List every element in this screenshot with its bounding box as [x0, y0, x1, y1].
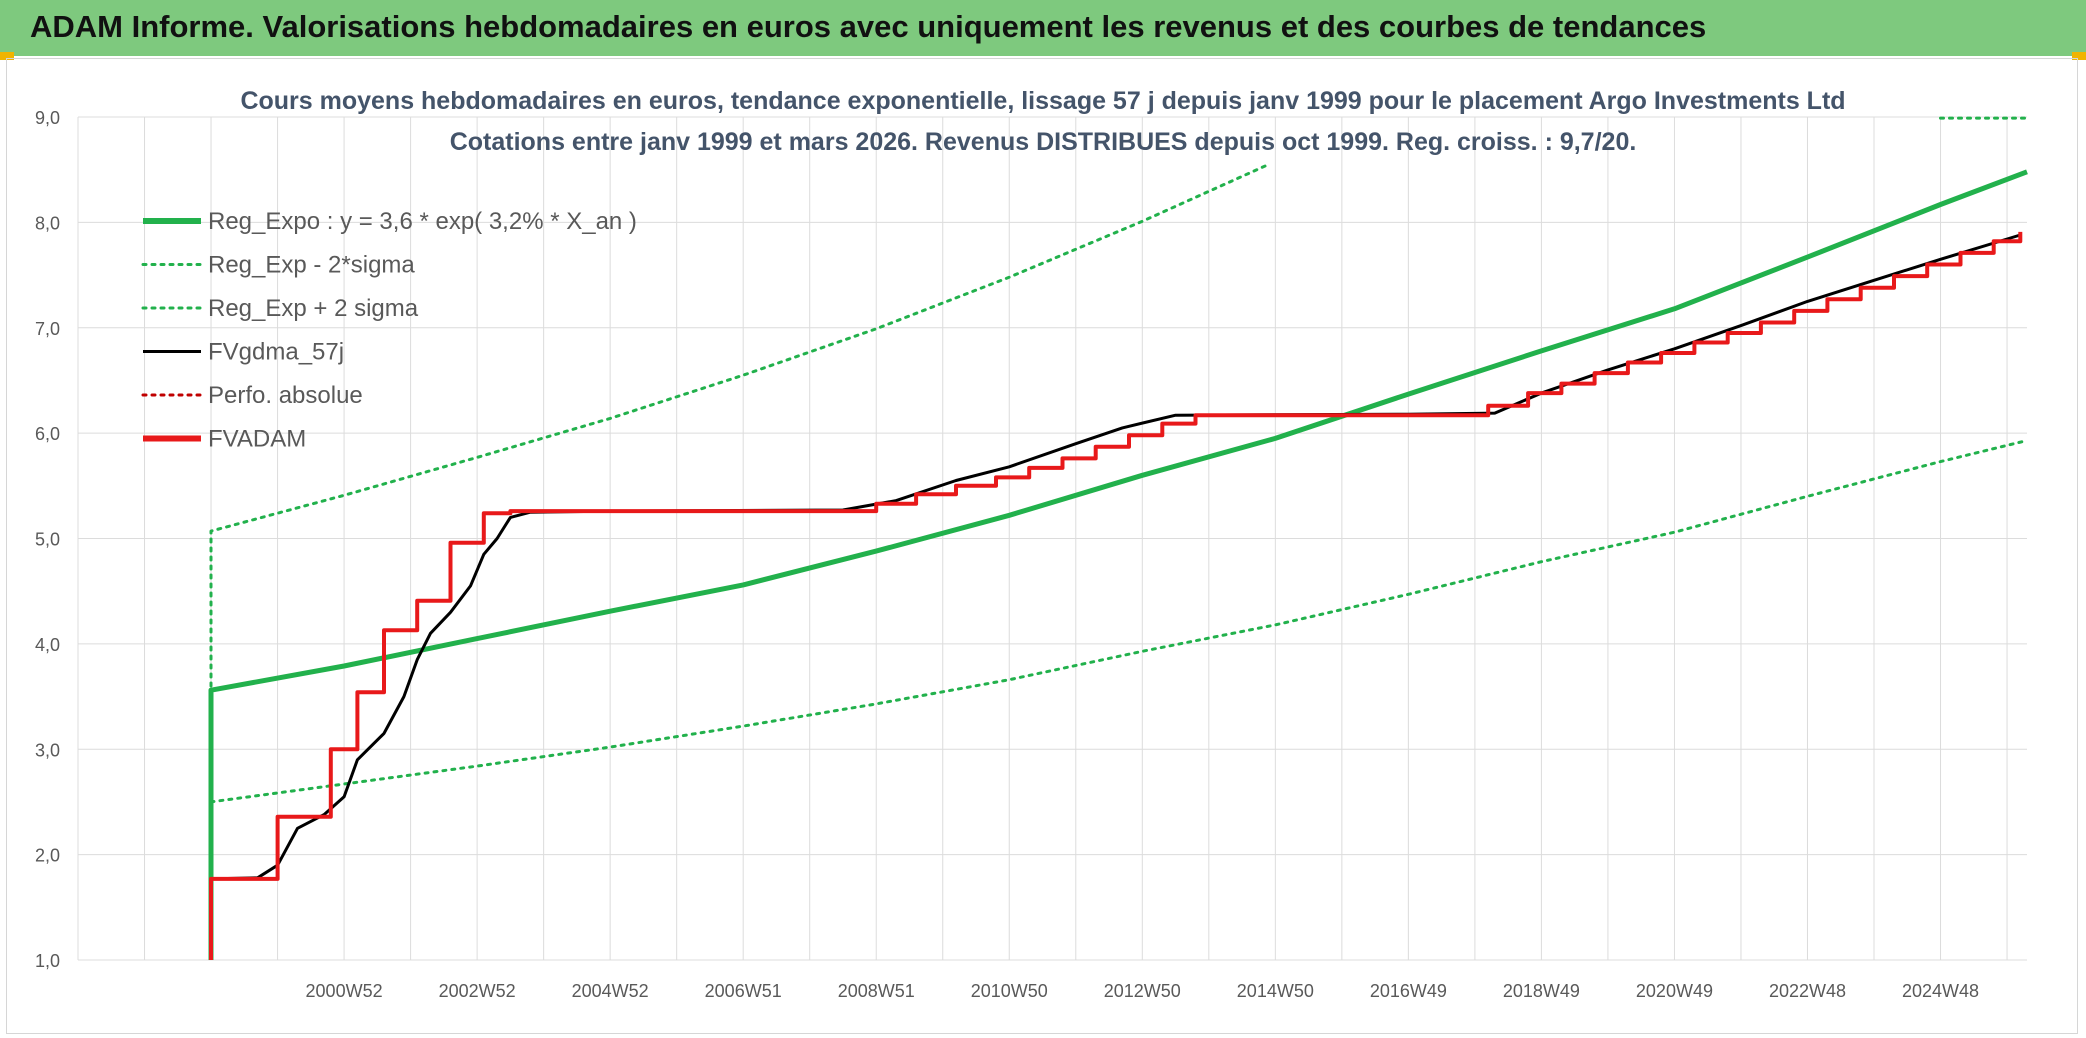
x-tick-label: 2014W50 [1237, 981, 1314, 1001]
chart-title-line2: Cotations entre janv 1999 et mars 2026. … [450, 128, 1637, 156]
chart-frame [6, 58, 2078, 1034]
legend-label: Reg_Exp + 2 sigma [208, 295, 419, 322]
legend-label: Reg_Exp - 2*sigma [208, 252, 415, 279]
x-tick-label: 2016W49 [1370, 981, 1447, 1001]
corner-marker-right [2072, 52, 2086, 60]
x-tick-label: 2002W52 [439, 981, 516, 1001]
legend-label: FVgdma_57j [208, 339, 344, 366]
y-tick-label: 9,0 [35, 108, 60, 128]
report-banner: ADAM Informe. Valorisations hebdomadaire… [0, 0, 2086, 56]
y-tick-label: 6,0 [35, 424, 60, 444]
y-tick-label: 1,0 [35, 951, 60, 971]
grid-lines [77, 116, 2027, 961]
legend-label: Reg_Expo : y = 3,6 * exp( 3,2% * X_an ) [208, 208, 637, 235]
y-tick-label: 7,0 [35, 319, 60, 339]
x-tick-label: 2024W48 [1902, 981, 1979, 1001]
series-line-fvadam [209, 231, 2023, 960]
series-line-reg-exp-2-sigma [209, 439, 2029, 804]
x-tick-label: 2018W49 [1503, 981, 1580, 1001]
x-tick-label: 2020W49 [1636, 981, 1713, 1001]
y-tick-label: 2,0 [35, 846, 60, 866]
x-tick-label: 2010W50 [971, 981, 1048, 1001]
chart-title-line1: Cours moyens hebdomadaires en euros, ten… [240, 87, 1845, 115]
series-line-reg-exp-2-sigma [209, 116, 2029, 688]
x-tick-label: 2012W50 [1104, 981, 1181, 1001]
series-line-reg-expo [208, 169, 2028, 960]
y-tick-label: 5,0 [35, 530, 60, 550]
x-tick-label: 2022W48 [1769, 981, 1846, 1001]
x-tick-label: 2006W51 [705, 981, 782, 1001]
y-tick-label: 4,0 [35, 635, 60, 655]
x-tick-label: 2008W51 [838, 981, 915, 1001]
axis-labels: 1,0 2,0 3,0 4,0 5,0 6,0 7,0 8,0 9,0 2000W52 2002W5… [35, 108, 1979, 1001]
x-tick-label: 2004W52 [572, 981, 649, 1001]
report-title: ADAM Informe. Valorisations hebdomadaire… [30, 9, 1707, 44]
corner-marker-left [0, 52, 14, 60]
series-layer [208, 116, 2029, 960]
chart-legend: Reg_Expo : y = 3,6 * exp( 3,2% * X_an ) R… [141, 208, 637, 453]
legend-label: FVADAM [208, 426, 306, 453]
x-tick-label: 2000W52 [306, 981, 383, 1001]
y-tick-label: 3,0 [35, 740, 60, 760]
y-tick-label: 8,0 [35, 213, 60, 233]
legend-label: Perfo. absolue [208, 382, 363, 409]
